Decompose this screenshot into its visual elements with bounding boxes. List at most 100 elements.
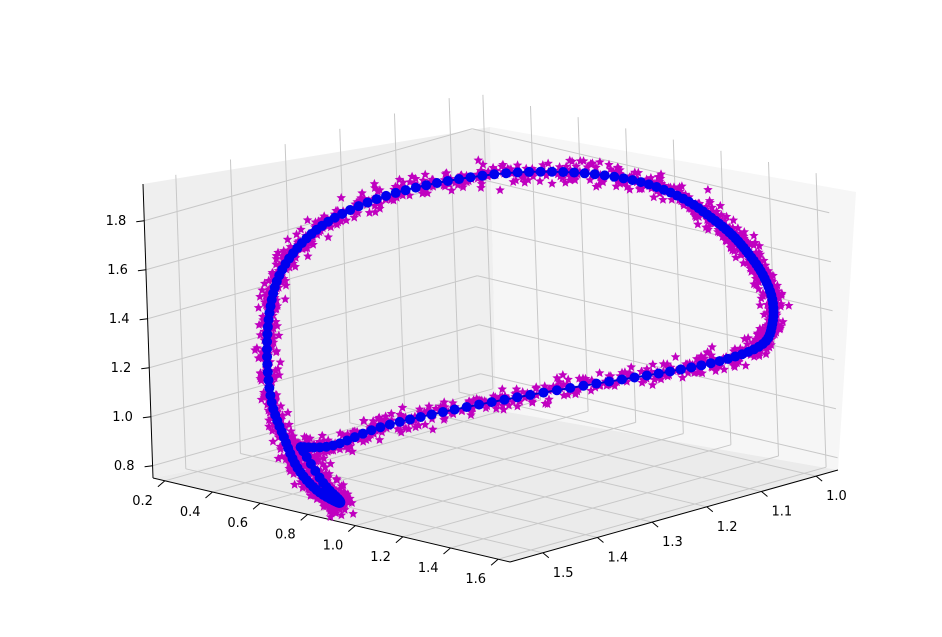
gridline	[229, 159, 241, 454]
star-marker	[428, 424, 438, 434]
z-tick-label: 1.8	[106, 214, 127, 229]
star-marker	[586, 385, 596, 395]
star-marker	[324, 468, 334, 478]
star-marker	[647, 380, 658, 390]
star-marker	[374, 434, 385, 444]
star-marker	[761, 349, 771, 359]
curve-dot	[705, 358, 716, 369]
star-marker	[340, 489, 351, 499]
star-marker	[325, 458, 336, 468]
star-marker	[771, 327, 782, 337]
x-tick	[490, 558, 499, 566]
star-marker	[268, 436, 278, 446]
star-marker	[624, 184, 635, 194]
star-marker	[707, 202, 717, 212]
star-marker	[466, 410, 476, 420]
star-marker	[271, 346, 282, 356]
gridline	[339, 128, 351, 423]
gridline	[448, 98, 460, 393]
star-marker	[275, 441, 285, 451]
star-marker	[531, 383, 541, 393]
pane-back-left	[143, 127, 496, 478]
curve-dot	[501, 168, 512, 179]
star-marker	[677, 372, 688, 382]
star-marker	[569, 174, 580, 184]
star-marker	[347, 446, 358, 456]
star-marker	[318, 459, 328, 469]
curve-dot	[643, 179, 654, 190]
gridline	[815, 173, 827, 468]
star-marker	[274, 330, 284, 340]
gridline	[212, 399, 541, 493]
curve-dot	[384, 419, 395, 430]
star-marker	[715, 200, 726, 210]
star-marker	[317, 430, 327, 440]
curve-dot	[551, 385, 562, 396]
curve-dot	[546, 166, 557, 177]
star-marker	[517, 387, 528, 397]
star-marker	[544, 394, 554, 404]
z-tick	[144, 465, 153, 468]
star-marker	[772, 286, 783, 296]
star-marker	[655, 188, 665, 198]
star-marker	[335, 428, 345, 438]
curve-dot	[263, 375, 274, 386]
x-tick-label: 0.2	[132, 494, 153, 509]
star-marker	[397, 402, 408, 412]
star-marker	[704, 195, 715, 205]
star-marker	[648, 359, 658, 369]
star-marker	[283, 407, 293, 417]
star-marker	[255, 373, 265, 383]
fitted-curve	[261, 166, 779, 508]
x-tick	[347, 525, 356, 532]
star-marker	[482, 401, 492, 411]
curve-dot	[262, 351, 273, 362]
star-marker	[349, 426, 359, 436]
star-marker	[308, 239, 318, 249]
star-marker	[255, 291, 265, 301]
star-marker	[703, 222, 714, 231]
star-marker	[635, 182, 646, 192]
star-marker	[508, 176, 518, 186]
z-tick-label: 0.8	[114, 459, 135, 474]
curve-dot	[525, 389, 536, 400]
star-marker	[585, 175, 595, 185]
z-tick	[141, 367, 150, 370]
star-marker	[439, 397, 449, 407]
star-marker	[615, 178, 625, 188]
star-marker	[683, 368, 693, 377]
star-marker	[578, 373, 588, 383]
star-marker	[458, 179, 468, 189]
curve-dot	[489, 169, 500, 180]
star-marker	[506, 164, 516, 174]
star-marker	[341, 215, 351, 225]
star-marker	[724, 234, 734, 244]
star-marker	[694, 212, 704, 222]
star-marker	[404, 190, 415, 200]
z-tick	[139, 318, 148, 321]
star-marker	[375, 185, 385, 195]
star-marker	[565, 155, 575, 165]
gridline	[577, 117, 589, 412]
curve-dot	[722, 353, 733, 364]
star-marker	[274, 370, 284, 380]
curve-dot	[265, 390, 276, 401]
star-marker	[626, 362, 636, 372]
star-marker	[308, 490, 319, 500]
star-marker	[497, 400, 508, 410]
curve-dot	[641, 370, 652, 381]
star-marker	[642, 364, 652, 374]
gridline	[150, 324, 480, 418]
star-marker	[518, 170, 529, 180]
star-marker	[476, 178, 487, 188]
gridline	[477, 275, 835, 361]
curve-dot	[262, 329, 273, 340]
star-marker	[491, 403, 501, 413]
star-marker	[353, 208, 363, 218]
curve-dot	[465, 172, 476, 183]
star-marker	[511, 384, 522, 394]
star-marker	[400, 412, 411, 422]
curve-dot	[629, 372, 640, 383]
star-marker	[706, 350, 717, 360]
x-tick-label: 0.6	[227, 516, 248, 531]
